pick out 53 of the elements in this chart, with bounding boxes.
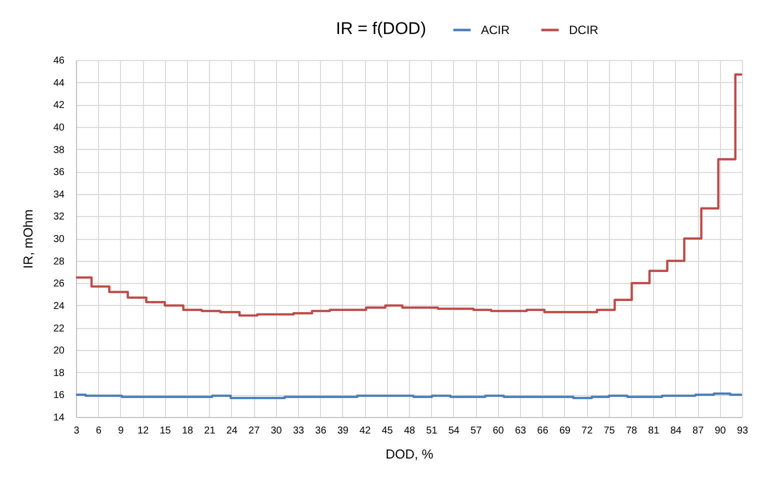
x-tick-label: 90 [714, 426, 726, 436]
y-tick-label: 26 [53, 278, 65, 290]
x-tick-label: 66 [537, 426, 549, 436]
legend-label: DCIR [569, 23, 599, 37]
y-tick-label: 32 [53, 212, 65, 223]
y-tick-label: 20 [53, 346, 65, 357]
x-tick-label: 9 [118, 426, 124, 436]
x-tick-label: 6 [96, 426, 102, 436]
y-axis-title: IR, mOhm [20, 209, 36, 269]
legend-label: ACIR [481, 23, 510, 37]
x-tick-label: 93 [736, 426, 748, 436]
y-tick-label: 16 [53, 390, 65, 402]
x-tick-label: 12 [138, 426, 150, 436]
x-tick-label: 24 [226, 426, 238, 436]
x-tick-label: 3 [74, 426, 80, 436]
y-tick-label: 14 [53, 412, 65, 424]
x-tick-label: 87 [692, 426, 704, 436]
x-tick-label: 75 [604, 426, 616, 436]
x-tick-label: 45 [382, 426, 394, 436]
x-tick-label: 60 [492, 426, 504, 436]
x-tick-label: 51 [426, 426, 438, 436]
y-tick-label: 18 [53, 368, 65, 379]
x-tick-label: 33 [292, 426, 304, 436]
chart-title: IR = f(DOD) [336, 19, 426, 38]
x-tick-label: 42 [360, 426, 372, 436]
y-tick-label: 44 [53, 78, 65, 89]
y-tick-label: 24 [53, 300, 65, 312]
y-tick-label: 46 [53, 56, 65, 66]
x-tick-label: 78 [626, 426, 638, 436]
y-tick-label: 40 [53, 122, 65, 134]
x-tick-label: 15 [160, 426, 172, 436]
y-tick-label: 34 [53, 189, 65, 200]
y-tick-label: 22 [53, 323, 65, 334]
x-tick-label: 36 [315, 426, 327, 436]
y-tick-label: 36 [53, 167, 65, 178]
y-tick-label: 28 [53, 256, 65, 268]
x-tick-label: 18 [182, 426, 194, 436]
x-tick-label: 57 [470, 426, 482, 436]
x-tick-label: 63 [514, 426, 526, 436]
x-tick-label: 54 [448, 426, 460, 436]
y-tick-label: 38 [53, 144, 65, 156]
x-tick-label: 39 [337, 426, 349, 436]
x-tick-label: 48 [404, 426, 416, 436]
x-tick-label: 30 [270, 426, 282, 436]
y-tick-label: 42 [53, 100, 65, 112]
x-tick-label: 21 [204, 426, 216, 436]
x-tick-label: 72 [582, 426, 594, 436]
x-axis-title: DOD, % [386, 446, 434, 462]
x-tick-label: 69 [559, 426, 571, 436]
y-tick-label: 30 [53, 234, 65, 245]
x-tick-label: 81 [648, 426, 660, 436]
x-tick-label: 84 [670, 426, 682, 436]
x-tick-label: 27 [248, 426, 260, 436]
